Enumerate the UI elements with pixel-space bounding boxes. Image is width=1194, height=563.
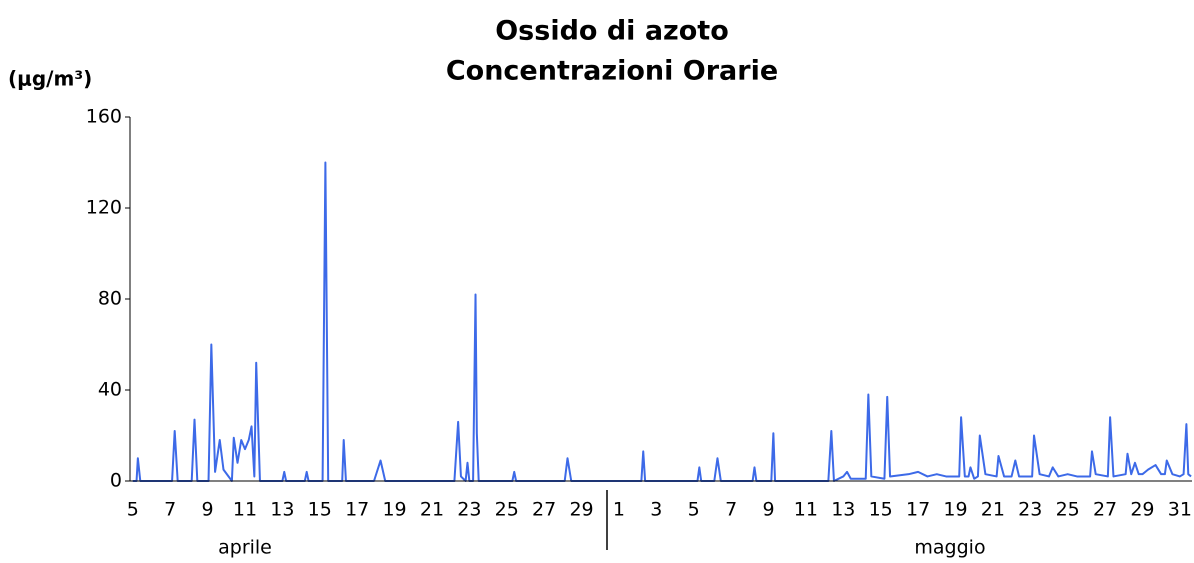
y-tick-label: 120	[86, 197, 122, 219]
x-tick-label: 27	[532, 499, 556, 521]
x-tick-label: 3	[650, 499, 662, 521]
y-axis-label: (μg/m³)	[8, 67, 92, 91]
y-tick-label: 160	[86, 106, 122, 128]
x-tick-label: 31	[1168, 499, 1192, 521]
x-tick-label: 29	[1130, 499, 1154, 521]
chart-subtitle: Concentrazioni Orarie	[446, 56, 778, 87]
x-tick-label: 15	[308, 499, 332, 521]
x-tick-label: 19	[382, 499, 406, 521]
x-tick-label: 5	[688, 499, 700, 521]
x-tick-label: 1	[613, 499, 625, 521]
x-group-label: maggio	[914, 537, 985, 559]
data-line	[132, 161, 1192, 482]
x-tick-label: 23	[1018, 499, 1042, 521]
x-tick-label: 5	[127, 499, 139, 521]
x-tick-label: 13	[270, 499, 294, 521]
x-tick-label: 23	[457, 499, 481, 521]
x-tick-label: 29	[569, 499, 593, 521]
y-tick-label: 80	[98, 288, 122, 310]
x-tick-label: 21	[420, 499, 444, 521]
x-tick-label: 17	[345, 499, 369, 521]
x-tick-label: 25	[495, 499, 519, 521]
x-tick-label: 25	[1056, 499, 1080, 521]
x-tick-label: 11	[794, 499, 818, 521]
x-tick-label: 17	[906, 499, 930, 521]
x-tick-label: 27	[1093, 499, 1117, 521]
chart-title: Ossido di azoto	[495, 16, 729, 47]
x-tick-label: 15	[869, 499, 893, 521]
x-tick-label: 13	[831, 499, 855, 521]
x-tick-label: 9	[202, 499, 214, 521]
y-tick-label: 0	[110, 470, 122, 492]
x-tick-label: 21	[981, 499, 1005, 521]
y-tick-label: 40	[98, 379, 122, 401]
x-tick-label: 9	[762, 499, 774, 521]
x-tick-label: 11	[233, 499, 257, 521]
x-tick-label: 19	[943, 499, 967, 521]
x-tick-label: 7	[725, 499, 737, 521]
x-group-label: aprile	[218, 537, 272, 559]
x-tick-label: 7	[164, 499, 176, 521]
